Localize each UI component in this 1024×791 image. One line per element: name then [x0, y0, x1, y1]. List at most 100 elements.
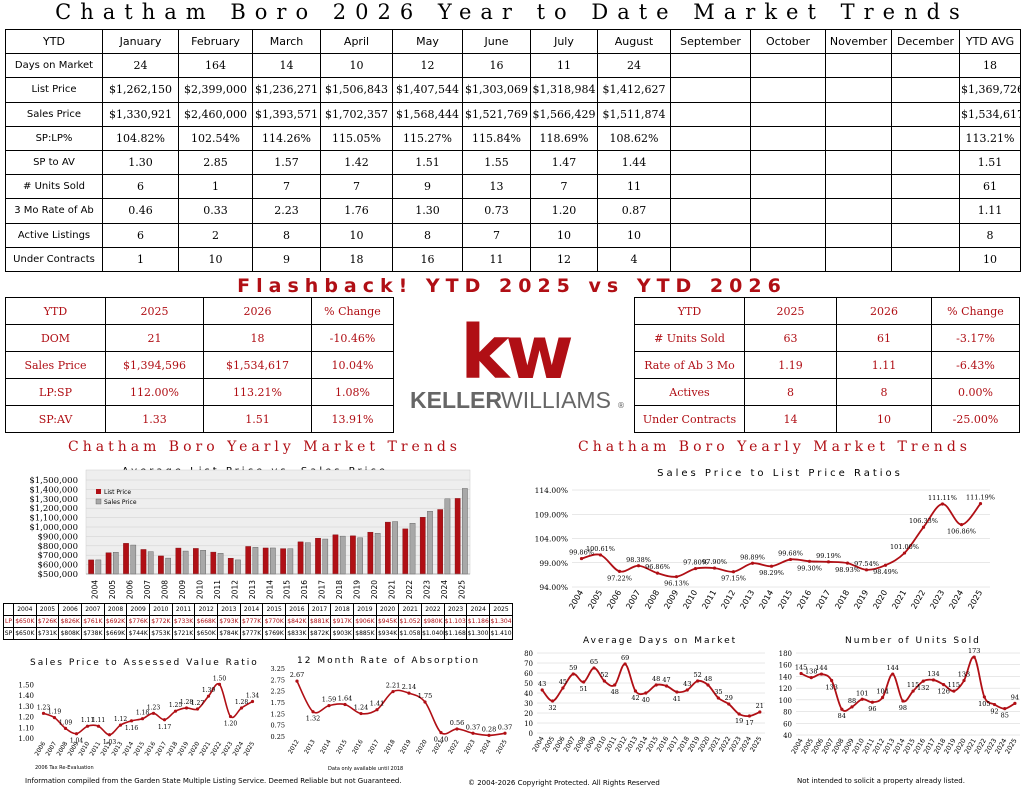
data-label: 1.03	[103, 739, 117, 746]
table-cell: 1.47	[530, 149, 598, 176]
data-point	[151, 711, 156, 715]
data-label: 0.28	[482, 725, 496, 733]
data-point	[769, 564, 774, 568]
y-tick-label: $1,300,000	[29, 495, 78, 505]
compare-cell: 18	[203, 324, 312, 352]
lp-sp-cell: $668K	[194, 615, 219, 628]
data-point	[737, 712, 741, 716]
lp-sp-cell: 2020	[375, 603, 400, 616]
table-cell: $1,393,571	[252, 101, 321, 127]
x-tick-label: 2008	[643, 589, 661, 611]
bar-list-price	[297, 541, 304, 575]
data-point	[921, 525, 926, 529]
lp-sp-cell: 2013	[217, 603, 241, 616]
lp-sp-cell: $738K	[81, 627, 105, 640]
bar-list-price	[280, 548, 286, 575]
bar-sales-price	[304, 542, 311, 575]
x-tick-label: 2022	[909, 589, 927, 611]
data-point	[592, 666, 596, 670]
x-tick-label: 2005	[586, 589, 604, 611]
bar-sales-price	[392, 521, 398, 575]
table-cell	[891, 198, 960, 224]
lp-sp-cell: 2019	[353, 603, 377, 616]
y-tick-label: 1.75	[271, 699, 285, 707]
y-tick-label: $600,000	[37, 561, 78, 571]
data-point	[140, 717, 145, 721]
lp-sp-cell: $770K	[262, 615, 287, 628]
x-tick-label: 2010	[681, 589, 699, 611]
data-point	[799, 671, 803, 676]
lp-sp-cell: $1.058M	[398, 627, 423, 640]
table-cell: $1,568,444	[392, 101, 463, 127]
y-tick-label: 109.00%	[535, 510, 568, 519]
compare-cell: 8	[744, 378, 837, 406]
y-tick-label: 10	[524, 720, 533, 728]
y-tick-label: 20	[524, 710, 533, 718]
lp-sp-cell: $881K	[307, 615, 332, 628]
data-label: 138	[805, 668, 817, 676]
lp-sp-cell: $721K	[171, 627, 196, 640]
compare-header-cell: YTD	[5, 297, 106, 325]
x-tick-label: 2008	[161, 580, 170, 599]
compare-row: Sales Price $1,394,596 $1,534,617 10.04%	[5, 351, 394, 379]
x-tick-label: 2021	[890, 589, 908, 611]
data-point	[439, 731, 443, 735]
data-point	[840, 707, 844, 711]
table-cell	[891, 174, 960, 200]
table-cell: 24	[102, 53, 179, 79]
compare-table-right: YTD 2025 2026% Change # Units Sold 63 61 -3.17…	[634, 297, 1020, 433]
footer-left: Information compiled from the Garden Sta…	[25, 777, 402, 785]
data-point	[471, 731, 475, 735]
data-point	[623, 662, 627, 666]
data-label: 173	[968, 647, 980, 655]
dom-chart-title: Average Days on Market	[583, 636, 738, 646]
data-label: 40	[642, 696, 650, 704]
data-point	[675, 690, 679, 694]
legend-label-sales: Sales Price	[104, 499, 137, 506]
data-point	[455, 727, 459, 731]
data-point	[579, 556, 584, 561]
table-header-cell: September	[670, 28, 751, 55]
bar-list-price	[402, 528, 409, 575]
table-cell: 2.23	[252, 198, 321, 224]
lp-sp-row: LP $650K $726K $826K $761K $692K $776K $772K $73…	[3, 615, 513, 628]
data-point	[582, 680, 586, 684]
table-cell: 10	[597, 222, 671, 248]
x-tick-label: 2019	[852, 589, 870, 611]
data-label: 47	[662, 676, 670, 684]
y-tick-label: 0.25	[271, 733, 285, 741]
lp-sp-cell: $669K	[103, 627, 128, 640]
table-cell: 12	[392, 53, 463, 79]
data-label: 0.56	[450, 719, 464, 727]
compare-header-cell: % Change	[311, 297, 394, 325]
table-cell: 1.11	[959, 198, 1021, 224]
table-cell: 8	[959, 222, 1021, 248]
lp-sp-cell: $945K	[375, 615, 400, 628]
data-label: 1.09	[59, 719, 73, 726]
table-cell: 24	[597, 53, 671, 79]
table-header-cell: November	[825, 28, 892, 55]
bar-list-price	[140, 549, 147, 575]
x-tick-label: 2018	[383, 738, 397, 755]
lp-sp-cell: $1.052M	[398, 615, 423, 628]
data-label: 48	[611, 688, 619, 696]
y-tick-label: $1,400,000	[29, 485, 78, 495]
table-cell: 1.42	[320, 149, 393, 176]
lp-sp-row: 2004 2005 2006 2007 2008 2009 2010 2011 2012 2013…	[3, 603, 513, 616]
lp-sp-cell: 2006	[58, 603, 83, 616]
compare-header-cell: % Change	[931, 297, 1020, 325]
bar-list-price	[385, 521, 391, 575]
lp-sp-cell: $1.040M	[421, 627, 445, 640]
y-tick-label: 1.20	[18, 714, 34, 722]
data-point	[693, 566, 698, 571]
compare-header-cell: 2026	[836, 297, 932, 325]
lp-sp-cell: $772K	[149, 615, 173, 628]
lp-sp-cell: $793K	[217, 615, 241, 628]
data-point	[902, 551, 907, 555]
data-point	[830, 678, 834, 683]
data-label: 97.54%	[854, 560, 879, 568]
x-tick-label: 2012	[230, 580, 239, 599]
bar-list-price	[245, 546, 252, 575]
data-label: 1.34	[246, 693, 260, 700]
data-label: 96.13%	[664, 580, 689, 588]
